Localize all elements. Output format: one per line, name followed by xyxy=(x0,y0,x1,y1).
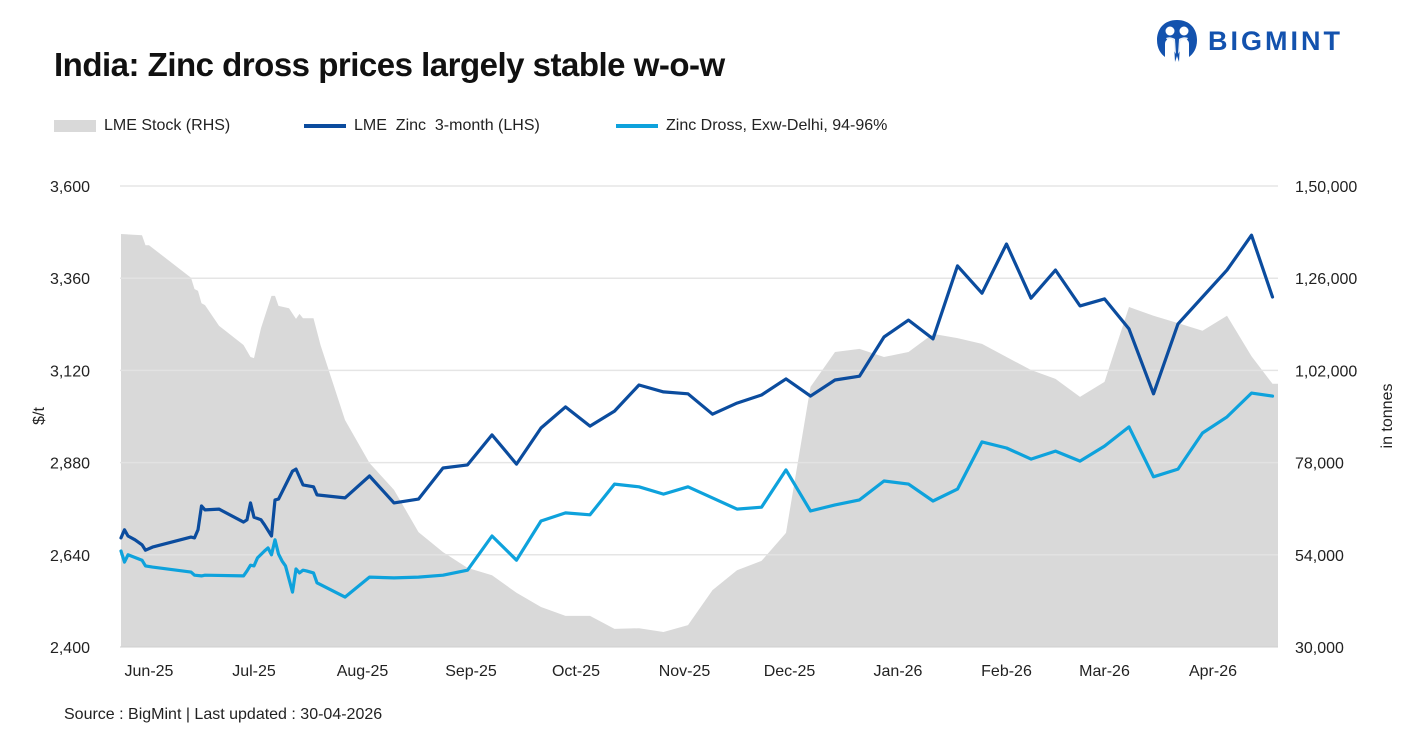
legend-label: LME Zinc 3-month (LHS) xyxy=(354,117,540,134)
x-tick-label: Feb-26 xyxy=(981,663,1032,680)
x-tick-label: Dec-25 xyxy=(764,663,816,680)
x-tick-label: Jun-25 xyxy=(125,663,174,680)
y2-tick-label: 1,50,000 xyxy=(1295,179,1357,196)
y-tick-label: 2,880 xyxy=(50,456,90,473)
legend-swatch-line xyxy=(616,124,658,128)
x-tick-label: Mar-26 xyxy=(1079,663,1130,680)
series-zinc-dross-line xyxy=(119,391,1275,599)
x-tick-label: Aug-25 xyxy=(337,663,389,680)
legend-item-lme-zinc: LME Zinc 3-month (LHS) xyxy=(304,117,540,135)
y-tick-label: 2,640 xyxy=(50,548,90,565)
x-tick-label: Jan-26 xyxy=(874,663,923,680)
legend-item-zinc-dross: Zinc Dross, Exw-Delhi, 94-96% xyxy=(616,117,887,135)
y2-axis-label: in tonnes xyxy=(1379,384,1396,449)
y2-tick-label: 30,000 xyxy=(1295,640,1344,657)
x-tick-label: Apr-26 xyxy=(1189,663,1237,680)
x-tick-label: Jul-25 xyxy=(232,663,276,680)
y2-tick-label: 1,02,000 xyxy=(1295,363,1357,380)
x-tick-label: Oct-25 xyxy=(552,663,600,680)
bigmint-logo-icon xyxy=(1157,20,1197,62)
legend-item-lme-stock: LME Stock (RHS) xyxy=(54,117,230,135)
source-note: Source : BigMint | Last updated : 30-04-… xyxy=(64,706,383,723)
y-tick-label: 3,600 xyxy=(50,179,90,196)
y2-tick-label: 78,000 xyxy=(1295,456,1344,473)
y-tick-label: 3,360 xyxy=(50,271,90,288)
series-lme-stock-area xyxy=(121,234,1278,647)
series-lme-zinc-line xyxy=(119,233,1275,552)
y2-tick-label: 1,26,000 xyxy=(1295,271,1357,288)
legend-swatch-area xyxy=(54,120,96,132)
y-tick-label: 2,400 xyxy=(50,640,90,657)
y-tick-label: 3,120 xyxy=(50,363,90,380)
legend-label: Zinc Dross, Exw-Delhi, 94-96% xyxy=(666,117,888,134)
logo-text: BIGMINT xyxy=(1208,25,1343,56)
x-tick-label: Nov-25 xyxy=(659,663,711,680)
chart-title: India: Zinc dross prices largely stable … xyxy=(54,46,725,83)
legend-label: LME Stock (RHS) xyxy=(104,117,231,134)
legend-swatch-line xyxy=(304,124,346,128)
y2-tick-label: 54,000 xyxy=(1295,548,1344,565)
x-tick-label: Sep-25 xyxy=(445,663,497,680)
y-axis-label: $/t xyxy=(31,407,48,425)
bigmint-logo: BIGMINT xyxy=(1156,18,1343,64)
